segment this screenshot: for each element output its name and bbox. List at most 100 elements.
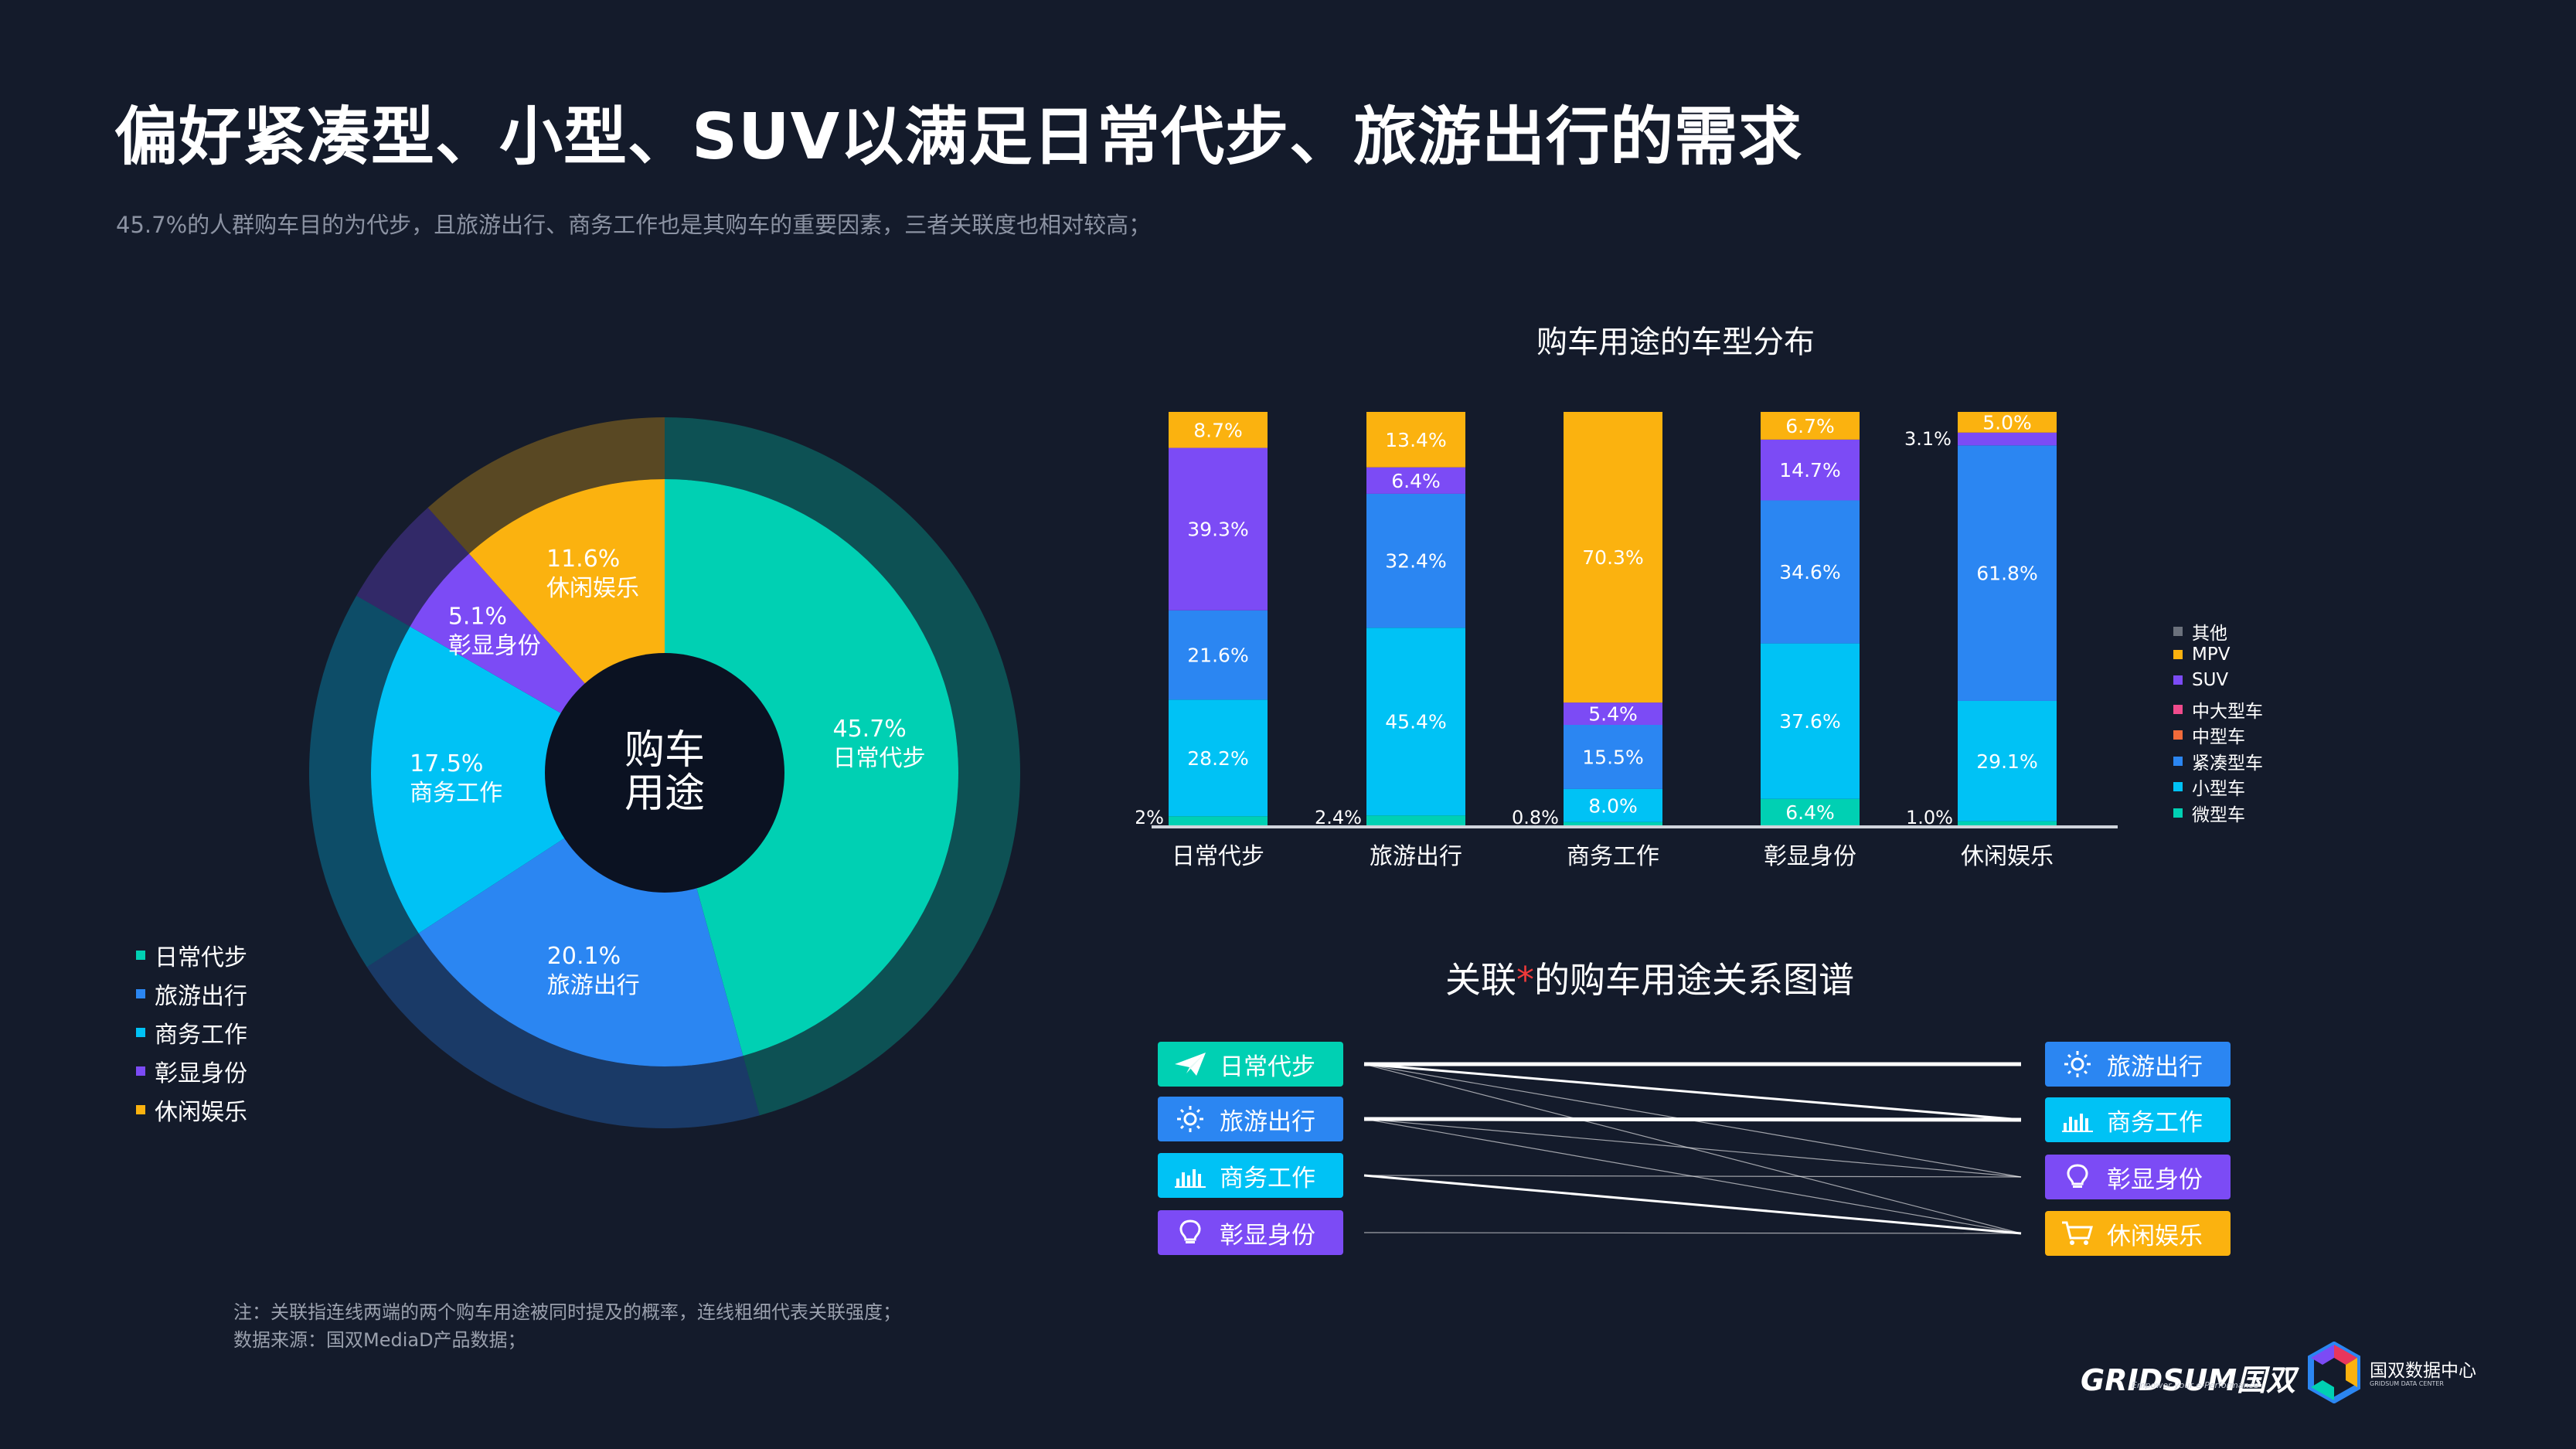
relation-node-right: 彰显身份 [2045,1155,2231,1199]
pie-slice-value: 45.7% [832,716,906,743]
bar-segment [1169,610,1268,700]
bar-data-label: 2.4% [1315,807,1362,828]
relation-links [1363,1062,2022,1235]
data-center-logo-text: 国双数据中心 [2370,1361,2476,1381]
bar-data-label: 5.4% [1588,703,1638,726]
relation-node-label: 商务工作 [1220,1164,1315,1192]
pie-slice-name: 旅游出行 [547,972,640,999]
bar-segment [1169,412,1268,448]
bar-data-label: 13.4% [1385,429,1446,451]
legend-swatch [2173,675,2183,685]
legend-swatch [136,1066,145,1076]
bar-data-label: 32.4% [1385,550,1446,573]
bar-legend-item: 其他 [2173,618,2227,645]
bar-data-label: 6.7% [1785,415,1835,437]
bar-data-label: 21.6% [1187,645,1248,667]
bar-data-label: 2.2% [1136,807,1164,828]
bar-legend-item: MPV [2173,645,2230,665]
bar-category-label: 旅游出行 [1370,843,1462,870]
pie-slice-name: 休闲娱乐 [546,575,639,602]
bar-data-label: 70.3% [1582,546,1643,569]
gridsum-tagline: Empower your e-Performance [2132,1380,2259,1390]
bar-data-label: 6.4% [1391,470,1441,492]
pie-ring-segment [309,595,419,968]
relation-link [1363,1063,2022,1121]
relation-link [1363,1174,2022,1235]
lightbulb-icon [1173,1219,1207,1247]
gridsum-logo: GRIDSUM国双 [2081,1363,2296,1397]
bar-segment [1564,702,1662,725]
pie-center [545,653,784,893]
bar-segment [1958,412,2057,433]
bar-data-label: 6.4% [1785,801,1835,824]
pie-legend-item: 休闲娱乐 [136,1093,247,1127]
bar-segment [1958,445,2057,701]
sun-icon [2060,1050,2094,1078]
legend-swatch [136,1028,145,1037]
relation-node-right: 休闲娱乐 [2045,1211,2231,1256]
bar-legend-item: SUV [2173,670,2228,690]
pie-slice-name: 日常代步 [832,745,925,772]
relation-node-left: 日常代步 [1158,1042,1343,1087]
legend-label: 小型车 [2192,779,2245,799]
legend-label: 旅游出行 [155,983,247,1010]
bar-data-label: 8.7% [1193,419,1243,441]
legend-swatch [2173,782,2183,791]
bar-data-label: 8.0% [1588,794,1638,817]
pie-legend-item: 彰显身份 [136,1054,247,1088]
bar-segment [1761,500,1860,644]
bar-data-label: 1.0% [1906,807,1953,828]
pie-chart: 45.7%日常代步 20.1%旅游出行 17.5% 商务工作 5.1%彰显身份 11.6%… [309,417,1020,1128]
bar-segment [1169,447,1268,611]
relation-node-label: 彰显身份 [2107,1165,2203,1194]
legend-swatch [2173,808,2183,818]
legend-label: 商务工作 [155,1022,247,1049]
relation-node-label: 休闲娱乐 [2107,1222,2203,1250]
pie-legend-item: 旅游出行 [136,977,247,1011]
relation-link [1363,1063,2022,1234]
footnote: 注：关联指连线两端的两个购车用途被同时提及的概率，连线粗细代表关联强度； 数据来… [233,1298,901,1354]
bar-chart-title: 购车用途的车型分布 [1536,325,1815,360]
footnote-line: 数据来源：国双MediaD产品数据； [233,1329,526,1351]
pie-slice [665,479,959,1056]
bar-segment [1169,699,1268,817]
page-subtitle: 45.7%的人群购车目的为代步，且旅游出行、商务工作也是其购车的重要因素，三者关… [116,212,1152,238]
relation-node-left: 旅游出行 [1158,1097,1343,1141]
bar-category-label: 商务工作 [1567,843,1659,870]
legend-label: MPV [2192,644,2231,665]
pie-center-label: 用途 [624,770,705,817]
bar-segment [1366,815,1465,825]
footnote-line: 注：关联指连线两端的两个购车用途被同时提及的概率，连线粗细代表关联强度； [233,1301,901,1323]
legend-swatch [136,951,145,960]
legend-label: 彰显身份 [155,1060,247,1087]
legend-swatch [2173,756,2183,766]
relation-node-label: 商务工作 [2107,1108,2203,1137]
relation-node-label: 旅游出行 [2107,1053,2203,1081]
legend-swatch [2173,627,2183,636]
relation-link [1363,1175,2022,1178]
pie-ring-segment [665,417,1020,1116]
relation-node-right: 旅游出行 [2045,1042,2231,1087]
relation-node-label: 彰显身份 [1220,1221,1315,1250]
bar-data-label: 34.6% [1779,561,1840,583]
bar-data-label: 15.5% [1582,746,1643,768]
bar-legend-item: 微型车 [2173,800,2245,826]
bar-data-label: 29.1% [1976,750,2037,773]
relation-link [1363,1117,2022,1122]
pie-slice-value: 5.1% [448,603,507,630]
bar-segment [1761,798,1860,825]
bar-category-label: 日常代步 [1172,843,1264,870]
page-title: 偏好紧凑型、小型、SUV以满足日常代步、旅游出行的需求 [114,100,1803,174]
legend-swatch [2173,649,2183,659]
relation-node-label: 日常代步 [1220,1053,1315,1081]
pie-ring-segment [366,933,760,1128]
legend-label: 休闲娱乐 [155,1099,247,1126]
bar-data-label: 3.1% [1904,428,1952,450]
pie-slice-name: 彰显身份 [448,632,541,659]
bar-segment [1761,439,1860,501]
pie-ring-segment [427,417,665,554]
stacked-bar-chart: 2.2% 28.2% 21.6% 39.3% 8.7% 日常代步 2.4% 45.4% 32.4… [1136,411,2118,870]
legend-label: SUV [2192,670,2229,690]
bar-category-label: 彰显身份 [1764,843,1856,870]
pie-ring-segment [356,507,469,627]
